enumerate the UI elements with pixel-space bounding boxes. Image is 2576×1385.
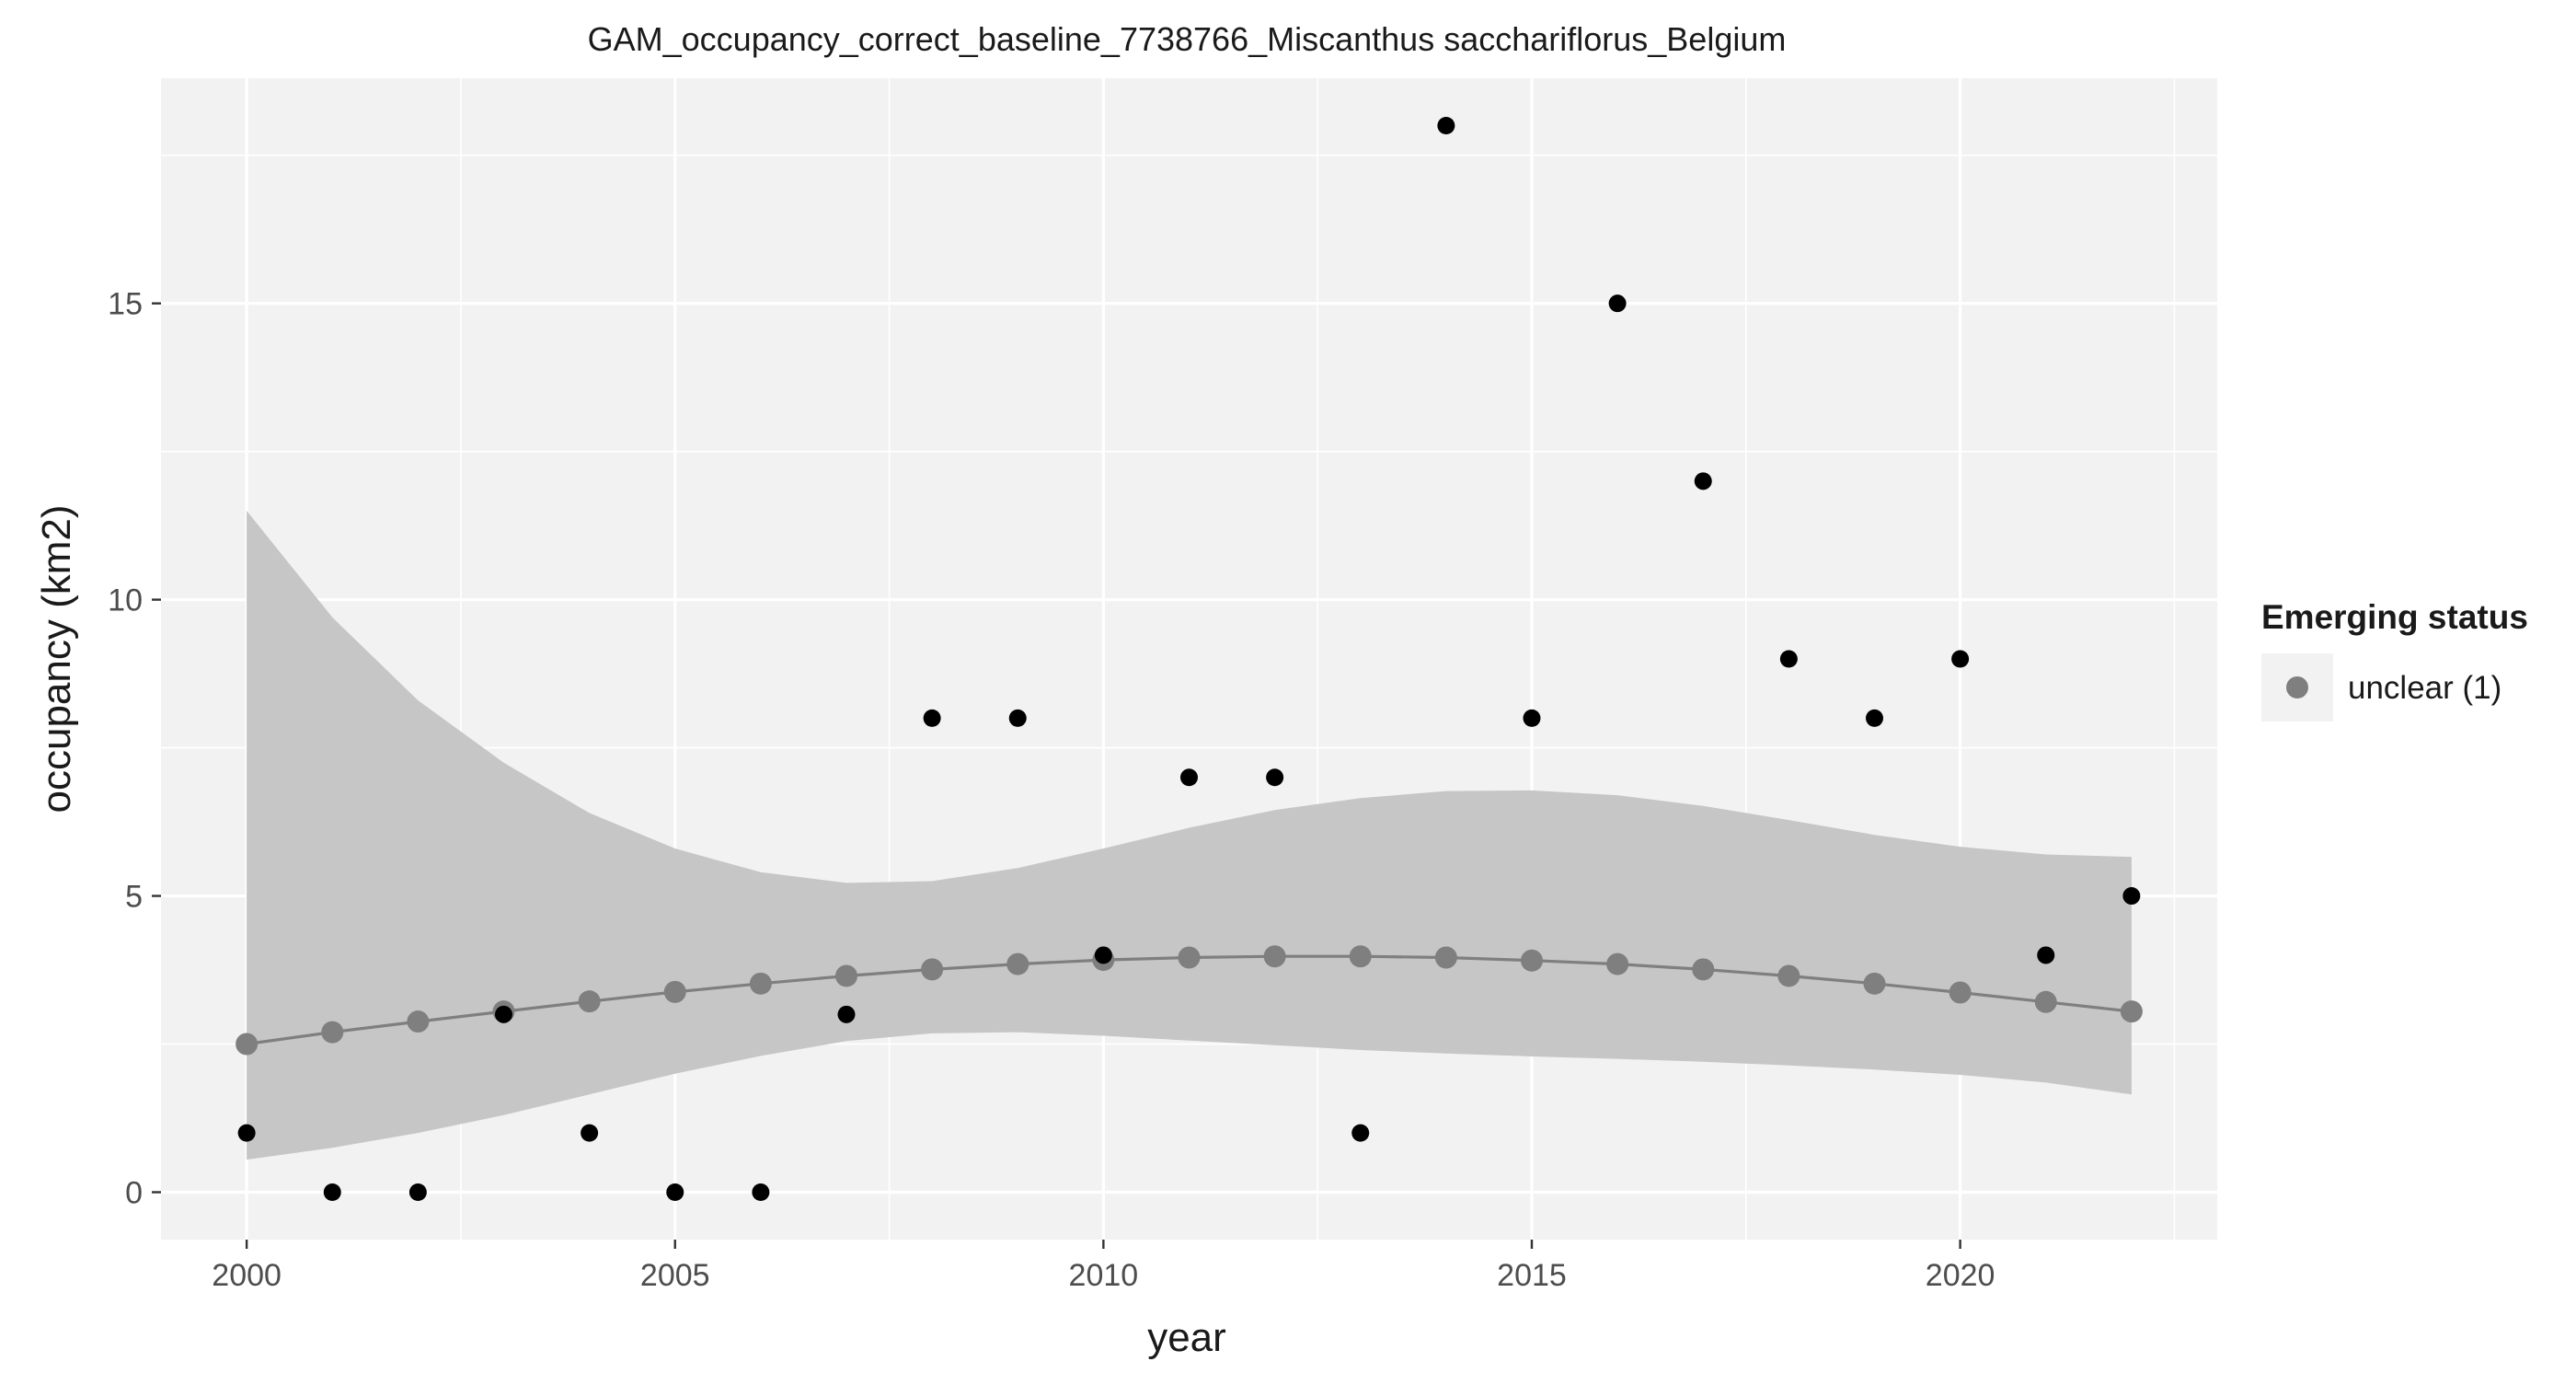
y-axis-label: occupancy (km2) xyxy=(34,504,79,813)
fit-point xyxy=(236,1033,259,1056)
observed-point xyxy=(1437,117,1455,135)
x-axis: 2000 2005 2010 2015 2020 xyxy=(212,1240,1995,1293)
fit-point xyxy=(321,1021,344,1044)
observed-point xyxy=(495,1005,512,1023)
fit-point xyxy=(2120,1000,2143,1023)
observed-point xyxy=(1694,472,1712,491)
fit-point xyxy=(1521,949,1543,972)
fit-point xyxy=(663,980,686,1003)
y-tick-label: 0 xyxy=(125,1175,143,1210)
fit-points xyxy=(236,945,2143,1056)
observed-point xyxy=(1180,768,1198,787)
observed-point xyxy=(752,1183,770,1201)
fit-point xyxy=(835,964,857,987)
legend-title: Emerging status xyxy=(2261,598,2528,636)
x-tick-label: 2015 xyxy=(1497,1258,1567,1293)
observed-point xyxy=(1351,1124,1370,1142)
observed-point xyxy=(408,1183,427,1201)
observed-point xyxy=(2122,887,2141,906)
x-tick-label: 2020 xyxy=(1926,1258,1995,1293)
chart-title: GAM_occupancy_correct_baseline_7738766_M… xyxy=(588,20,1787,58)
x-tick-label: 2000 xyxy=(212,1258,282,1293)
y-tick-label: 10 xyxy=(108,583,143,618)
legend: Emerging status unclear (1) xyxy=(2261,598,2528,721)
y-tick-label: 5 xyxy=(125,880,143,915)
fit-point xyxy=(1606,952,1629,975)
x-tick-label: 2010 xyxy=(1069,1258,1139,1293)
fit-point xyxy=(578,990,601,1013)
legend-key-dot xyxy=(2286,676,2308,698)
observed-point xyxy=(1608,294,1627,313)
observed-point xyxy=(1779,650,1798,668)
observed-point xyxy=(1008,709,1027,727)
observed-point xyxy=(581,1124,599,1142)
observed-point xyxy=(1266,768,1284,787)
fit-point xyxy=(1263,945,1286,968)
fit-point xyxy=(1006,952,1029,975)
x-axis-label: year xyxy=(1147,1315,1226,1360)
y-axis: 0 5 10 15 xyxy=(108,287,161,1210)
fit-point xyxy=(1863,972,1886,995)
confidence-band xyxy=(247,511,2132,1160)
observed-point xyxy=(1094,946,1112,964)
observed-point xyxy=(666,1183,684,1201)
observed-point xyxy=(1866,709,1883,727)
fit-point xyxy=(921,958,944,981)
fit-point xyxy=(1692,958,1715,981)
observed-point xyxy=(837,1005,856,1023)
fit-point xyxy=(1349,945,1372,968)
fit-point xyxy=(1949,981,1972,1004)
observed-point xyxy=(323,1183,341,1201)
y-tick-label: 15 xyxy=(108,287,143,322)
observed-points xyxy=(237,117,2141,1201)
fit-point xyxy=(1434,946,1457,969)
fit-point xyxy=(407,1010,430,1033)
fit-point xyxy=(2034,990,2057,1013)
x-tick-label: 2005 xyxy=(640,1258,710,1293)
fit-point xyxy=(1777,964,1800,987)
observed-point xyxy=(2037,946,2055,964)
fit-point xyxy=(749,972,772,995)
observed-point xyxy=(237,1124,256,1142)
observed-point xyxy=(1523,709,1541,727)
observed-point xyxy=(1951,650,1970,668)
legend-entry-label: unclear (1) xyxy=(2348,670,2501,706)
observed-point xyxy=(923,709,941,727)
fit-point xyxy=(1178,946,1201,969)
